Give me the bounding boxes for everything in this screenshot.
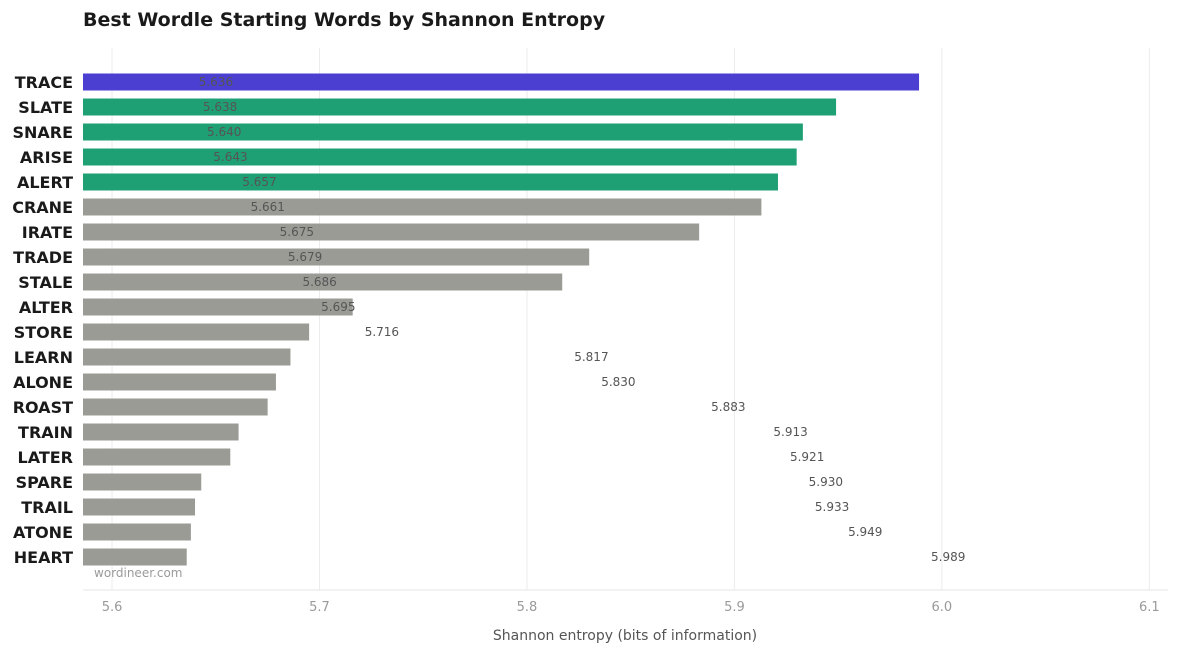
value-label: 5.657 (242, 175, 276, 189)
category-label: TRACE (15, 73, 73, 92)
x-tick-label: 5.8 (517, 600, 538, 615)
credit-text: wordineer.com (94, 566, 182, 580)
x-tick-label: 6.1 (1139, 600, 1160, 615)
category-label: TRAIL (21, 498, 73, 517)
bar-alert (83, 173, 778, 191)
bar-crane (83, 198, 762, 216)
value-label: 5.640 (207, 125, 241, 139)
bar-alter (83, 298, 353, 316)
bar-layer (83, 73, 920, 566)
category-label: IRATE (22, 223, 73, 242)
category-label: LATER (18, 448, 74, 467)
bar-slate (83, 98, 837, 116)
x-tick-label: 5.6 (102, 600, 123, 615)
value-label: 5.949 (848, 525, 882, 539)
value-label: 5.817 (574, 350, 608, 364)
category-label: ALTER (19, 298, 73, 317)
value-label: 5.933 (815, 500, 849, 514)
bar-stale (83, 273, 563, 291)
category-label: LEARN (14, 348, 73, 367)
value-label: 5.661 (251, 200, 285, 214)
bar-trace (83, 73, 920, 91)
bar-irate (83, 223, 700, 241)
category-label: ALONE (13, 373, 73, 392)
value-label: 5.638 (203, 100, 237, 114)
category-label: TRAIN (18, 423, 73, 442)
value-label-layer: 5.636 5.638 5.640 5.643 5.657 5.661 5.675 5.679… (199, 75, 966, 564)
bar-snare (83, 123, 803, 141)
bar-roast (83, 398, 268, 416)
bar-atone (83, 523, 191, 541)
category-label: STALE (18, 273, 73, 292)
value-label: 5.830 (601, 375, 635, 389)
bar-store (83, 323, 310, 341)
category-label: ARISE (20, 148, 73, 167)
value-label: 5.921 (790, 450, 824, 464)
value-label: 5.636 (199, 75, 233, 89)
bar-heart (83, 548, 187, 566)
bar-trail (83, 498, 196, 516)
bar-arise (83, 148, 797, 166)
category-label: SLATE (18, 98, 73, 117)
x-tick-label: 6.0 (932, 600, 953, 615)
chart-title: Best Wordle Starting Words by Shannon En… (83, 9, 606, 31)
x-tick-layer: 5.6 5.7 5.8 5.9 6.0 6.1 (102, 600, 1160, 615)
category-label: TRADE (13, 248, 73, 267)
value-label: 5.675 (280, 225, 314, 239)
value-label: 5.913 (773, 425, 807, 439)
category-label: SPARE (16, 473, 73, 492)
value-label: 5.643 (213, 150, 247, 164)
value-label: 5.989 (931, 550, 965, 564)
bar-later (83, 448, 231, 466)
bar-alone (83, 373, 276, 391)
category-label: ALERT (17, 173, 73, 192)
bar-train (83, 423, 239, 441)
category-label: ROAST (13, 398, 73, 417)
category-label: CRANE (12, 198, 73, 217)
value-label: 5.883 (711, 400, 745, 414)
category-label: SNARE (12, 123, 73, 142)
value-label: 5.716 (365, 325, 399, 339)
category-label: STORE (14, 323, 73, 342)
bar-trade (83, 248, 590, 266)
value-label: 5.695 (321, 300, 355, 314)
category-label-layer: TRACE SLATE SNARE ARISE ALERT CRANE IRATE TRADE… (12, 73, 73, 567)
x-tick-label: 5.9 (724, 600, 745, 615)
x-axis-label: Shannon entropy (bits of information) (493, 628, 757, 644)
x-tick-label: 5.7 (309, 600, 330, 615)
bar-spare (83, 473, 202, 491)
category-label: HEART (14, 548, 73, 567)
value-label: 5.686 (302, 275, 336, 289)
category-label: ATONE (13, 523, 73, 542)
bar-learn (83, 348, 291, 366)
value-label: 5.930 (809, 475, 843, 489)
value-label: 5.679 (288, 250, 322, 264)
